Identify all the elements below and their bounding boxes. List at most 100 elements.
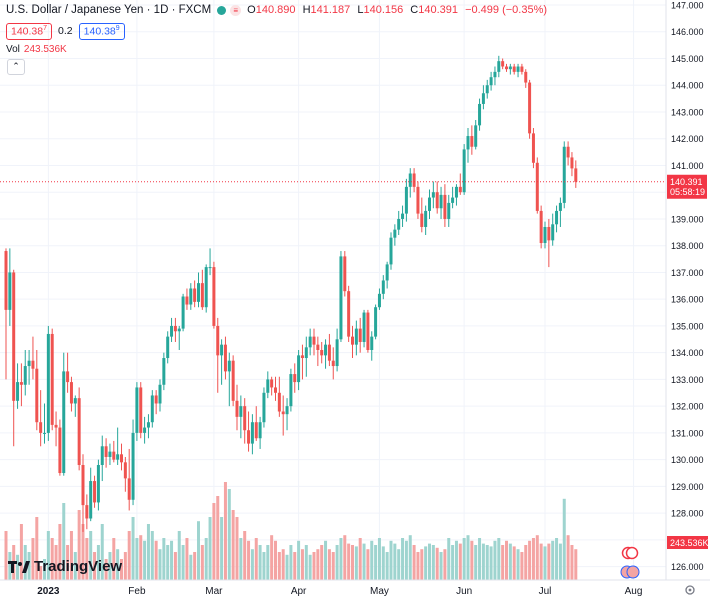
candle-body: [43, 432, 46, 434]
candle-body: [439, 194, 443, 209]
volume-bar: [189, 554, 193, 580]
tradingview-logo-icon: [8, 560, 30, 573]
us-flag-icon[interactable]: [626, 565, 640, 579]
price-tick-label: 142.000: [671, 134, 704, 144]
volume-bar: [250, 549, 254, 580]
candle-body: [516, 66, 520, 72]
candle-body: [254, 422, 258, 439]
candle-body: [493, 71, 497, 78]
time-tick-label: Feb: [128, 586, 146, 597]
candle-body: [339, 256, 343, 340]
volume-bar: [454, 540, 458, 580]
tradingview-logo[interactable]: TradingView: [8, 558, 122, 575]
volume-bar: [574, 549, 578, 580]
alert-icon[interactable]: ≡: [230, 4, 242, 16]
candle-body: [162, 358, 166, 385]
low-value: 140.156: [363, 4, 404, 16]
volume-bar: [8, 552, 12, 580]
price-tick-label: 136.000: [671, 295, 704, 305]
volume-bar: [358, 538, 362, 580]
candle-body: [324, 344, 328, 356]
candle-body: [420, 213, 424, 227]
collapse-legend-button[interactable]: ⌃: [7, 59, 25, 75]
time-axis[interactable]: 2023 Feb Mar Apr May Jun Jul Aug: [37, 586, 642, 597]
volume-bar: [489, 546, 493, 580]
volume-bar: [112, 538, 116, 580]
symbol-title[interactable]: U.S. Dollar / Japanese Yen · 1D · FXCM: [6, 4, 212, 16]
high-value: 141.187: [310, 4, 351, 16]
candle-body: [327, 344, 331, 361]
volume-bar: [131, 517, 135, 580]
volume-bar: [501, 545, 505, 580]
volume-bar: [300, 549, 304, 580]
candle-body: [351, 336, 354, 345]
volume-bar: [447, 538, 451, 580]
volume-bar: [547, 543, 551, 580]
volume-legend: Vol 243.536K: [6, 44, 67, 55]
volume-bar: [435, 547, 439, 580]
volume-bar: [120, 559, 123, 580]
volume-bar: [377, 538, 381, 580]
candle-body: [466, 136, 470, 150]
candle-body: [447, 202, 451, 219]
volume-bar: [50, 538, 54, 580]
candle-body: [454, 186, 458, 198]
candle-body: [4, 251, 8, 310]
volume-bar: [258, 545, 262, 580]
event-marker-icon[interactable]: [625, 546, 639, 560]
trade-buttons: 140.387 0.2 140.389: [6, 23, 125, 40]
volume-bar: [85, 538, 89, 580]
volume-bar: [231, 510, 235, 580]
volume-bar: [401, 538, 405, 580]
volume-bar: [123, 552, 127, 580]
bar-countdown: 05:58:19: [670, 187, 705, 197]
open-value: 140.890: [255, 4, 296, 16]
candle-body: [93, 481, 97, 503]
symbol-header: U.S. Dollar / Japanese Yen · 1D · FXCM ≡…: [6, 4, 551, 16]
volume-bar: [166, 545, 170, 580]
candle-body: [89, 481, 93, 519]
volume-bar: [339, 538, 343, 580]
volume-bar: [143, 540, 147, 580]
candle-body: [543, 226, 547, 244]
volume-bar: [347, 543, 351, 580]
volume-bar: [505, 540, 508, 580]
candle-body: [235, 400, 239, 417]
price-tick-label: 131.000: [671, 428, 704, 438]
candle-body: [189, 288, 193, 305]
volume-bar: [262, 552, 266, 580]
candle-body: [358, 328, 362, 342]
volume-bar: [416, 552, 420, 580]
sell-button[interactable]: 140.387: [6, 23, 53, 40]
volume-bar: [404, 540, 408, 580]
volume-bar: [243, 531, 247, 580]
volume-bar: [197, 521, 200, 580]
event-markers[interactable]: [620, 546, 640, 579]
volume-bar: [566, 535, 570, 580]
candle-body: [489, 77, 493, 86]
volume-bar: [531, 538, 535, 580]
candle-body: [223, 344, 227, 372]
price-tick-label: 147.000: [671, 1, 704, 11]
volume-bar: [289, 545, 293, 580]
candle-body: [127, 478, 131, 500]
volume-bar: [451, 545, 455, 580]
candle-body: [443, 194, 447, 219]
candle-body: [262, 392, 266, 423]
price-tick-label: 128.000: [671, 509, 704, 519]
settings-gear-icon[interactable]: [685, 585, 695, 595]
volume-bar: [139, 535, 143, 580]
volume-bar: [512, 546, 516, 580]
volume-bar: [424, 546, 428, 580]
buy-button[interactable]: 140.389: [78, 23, 125, 40]
candle-body: [227, 360, 231, 372]
candle-body: [135, 387, 139, 433]
time-tick-label: Apr: [291, 586, 307, 597]
volume-bar: [220, 517, 224, 580]
time-tick-label: Aug: [625, 586, 643, 597]
price-axis[interactable]: 126.000127.000128.000129.000130.000131.0…: [671, 1, 704, 573]
price-tick-label: 143.000: [671, 107, 704, 117]
volume-bar: [146, 524, 150, 580]
volume-bar: [235, 517, 239, 580]
